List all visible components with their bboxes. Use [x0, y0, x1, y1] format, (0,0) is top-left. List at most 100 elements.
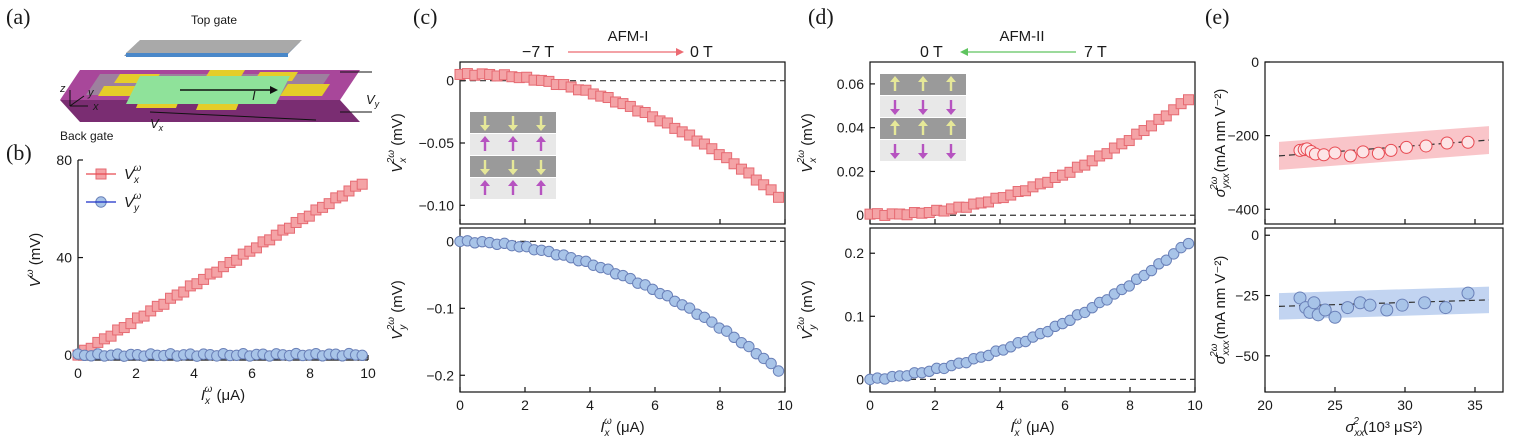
spin-arrowhead [918, 76, 928, 82]
x-axis-label: Ixω (μA) [1010, 416, 1054, 439]
data-point [1318, 303, 1332, 317]
data-point [105, 330, 117, 342]
x-axis-label: σxx2 (10³ μS²) [1345, 416, 1422, 439]
data-point [706, 316, 718, 328]
data-point [1307, 296, 1321, 310]
spin-arrowhead [536, 180, 546, 186]
y-tick-label: 0 [446, 73, 454, 89]
vx-label: Vx [150, 116, 164, 133]
y-tick-label: −0.1 [426, 300, 454, 316]
x-tick-label: 6 [651, 397, 659, 413]
data-point [765, 184, 777, 196]
data-point [1384, 143, 1398, 157]
spin-arrowhead [918, 109, 928, 115]
plot-frame [869, 61, 1196, 225]
panel-label-c: (c) [413, 4, 437, 29]
back-gate-label: Back gate [60, 129, 114, 143]
data-point [1419, 139, 1433, 153]
y-tick-label: 0 [856, 207, 864, 223]
afm2-arrowhead [960, 48, 968, 56]
current-arrowhead [270, 86, 278, 94]
y-axis-label: Vx2ω (mV) [796, 113, 819, 173]
y-axis-label: Vx2ω (mV) [386, 113, 409, 173]
data-point [158, 298, 170, 310]
panel-label-d: (d) [808, 4, 834, 29]
plot-frame [869, 227, 1196, 393]
y-axis-label: Vω (mV) [25, 233, 44, 287]
x-tick-label: 10 [1187, 397, 1203, 413]
spin-arrowhead [890, 120, 900, 126]
current-label: I [252, 88, 256, 103]
y-tick-label: 0.2 [845, 245, 865, 261]
y-tick-label: 0.04 [837, 120, 864, 136]
spin-arrowhead [890, 109, 900, 115]
plot-c_top: 0 −0.05 −0.10 Vx2ω (mV) [386, 61, 786, 225]
x-tick-label: 2 [521, 397, 529, 413]
y-tick-label: 0 [446, 233, 454, 249]
data-point [1461, 286, 1475, 300]
data-point [356, 349, 368, 362]
x-tick-label: 4 [190, 365, 198, 381]
data-point [1380, 303, 1394, 317]
data-point [1182, 237, 1195, 250]
y-axis-label: Vy2ω (mV) [386, 280, 409, 340]
x-tick-label: 6 [248, 365, 256, 381]
x-tick-label: 0 [456, 397, 464, 413]
y-tick-label: 0.02 [837, 163, 864, 179]
plot-c_bot: 0 2 4 6 8 10 0 −0.1 −0.2 Vy2ω (mV) Ixω (μA) [386, 227, 793, 439]
vx-line [149, 111, 317, 121]
data-point [1343, 149, 1357, 163]
data-point [303, 210, 315, 222]
afm1-annotation: AFM-I −7 T 0 T [522, 28, 713, 61]
data-point [178, 286, 190, 298]
data-point [684, 129, 696, 141]
spin-arrowhead [890, 153, 900, 159]
y-tick-label: 0.1 [845, 308, 865, 324]
contact-7 [98, 86, 140, 96]
fit-curve [869, 241, 1190, 381]
data-point [1160, 110, 1172, 122]
spin-arrowhead [946, 120, 956, 126]
data-point [356, 178, 368, 190]
x-tick-label: 4 [586, 397, 594, 413]
x-tick-label: 8 [716, 397, 724, 413]
y-tick-label: −0.05 [419, 135, 455, 151]
data-point [1123, 135, 1135, 147]
panel-label-a: (a) [6, 4, 30, 29]
data-point [1461, 135, 1475, 149]
x-tick-label: 8 [306, 365, 314, 381]
device-schematic: I Vx Vy Top gate Back gate z y x [59, 13, 380, 143]
plot-e_top: 0 −200 −400 σyxx2ω (mA nm V⁻²) [1209, 54, 1504, 225]
data-point [1317, 148, 1331, 162]
data-point [743, 167, 755, 179]
spin-inset-afm2 [880, 74, 966, 161]
spin-arrowhead [536, 125, 546, 131]
top-gate-label: Top gate [191, 13, 237, 27]
y-tick-label: 0 [1251, 227, 1259, 243]
spin-arrowhead [536, 136, 546, 142]
plot-frame [1264, 61, 1504, 225]
y-tick-label: −25 [1235, 288, 1259, 304]
data-point [721, 152, 733, 164]
y-tick-label: −0.10 [419, 197, 455, 213]
spin-arrowhead [480, 169, 490, 175]
y-tick-label: 0 [64, 347, 72, 363]
data-point [720, 325, 733, 337]
y-axis-label: σxxx2ω (mA nm V⁻²) [1209, 256, 1232, 365]
data-point [1363, 298, 1377, 312]
spin-arrowhead [480, 136, 490, 142]
back-gate-side [60, 100, 360, 122]
spin-arrowhead [946, 76, 956, 82]
x-axis-label: Ixω (μA) [201, 384, 245, 407]
x-tick-label: 2 [931, 397, 939, 413]
data-point [743, 340, 755, 353]
plot-b: 0 2 4 6 8 10 0 40 80 Vω (mV) Ixω (μA) Vxω Vyω [25, 152, 376, 407]
data-point [1293, 291, 1307, 305]
data-point [1418, 296, 1432, 310]
data-point [1439, 301, 1453, 315]
spin-arrowhead [536, 169, 546, 175]
y-axis-label: y [87, 87, 95, 99]
panel-label-e: (e) [1205, 4, 1229, 29]
